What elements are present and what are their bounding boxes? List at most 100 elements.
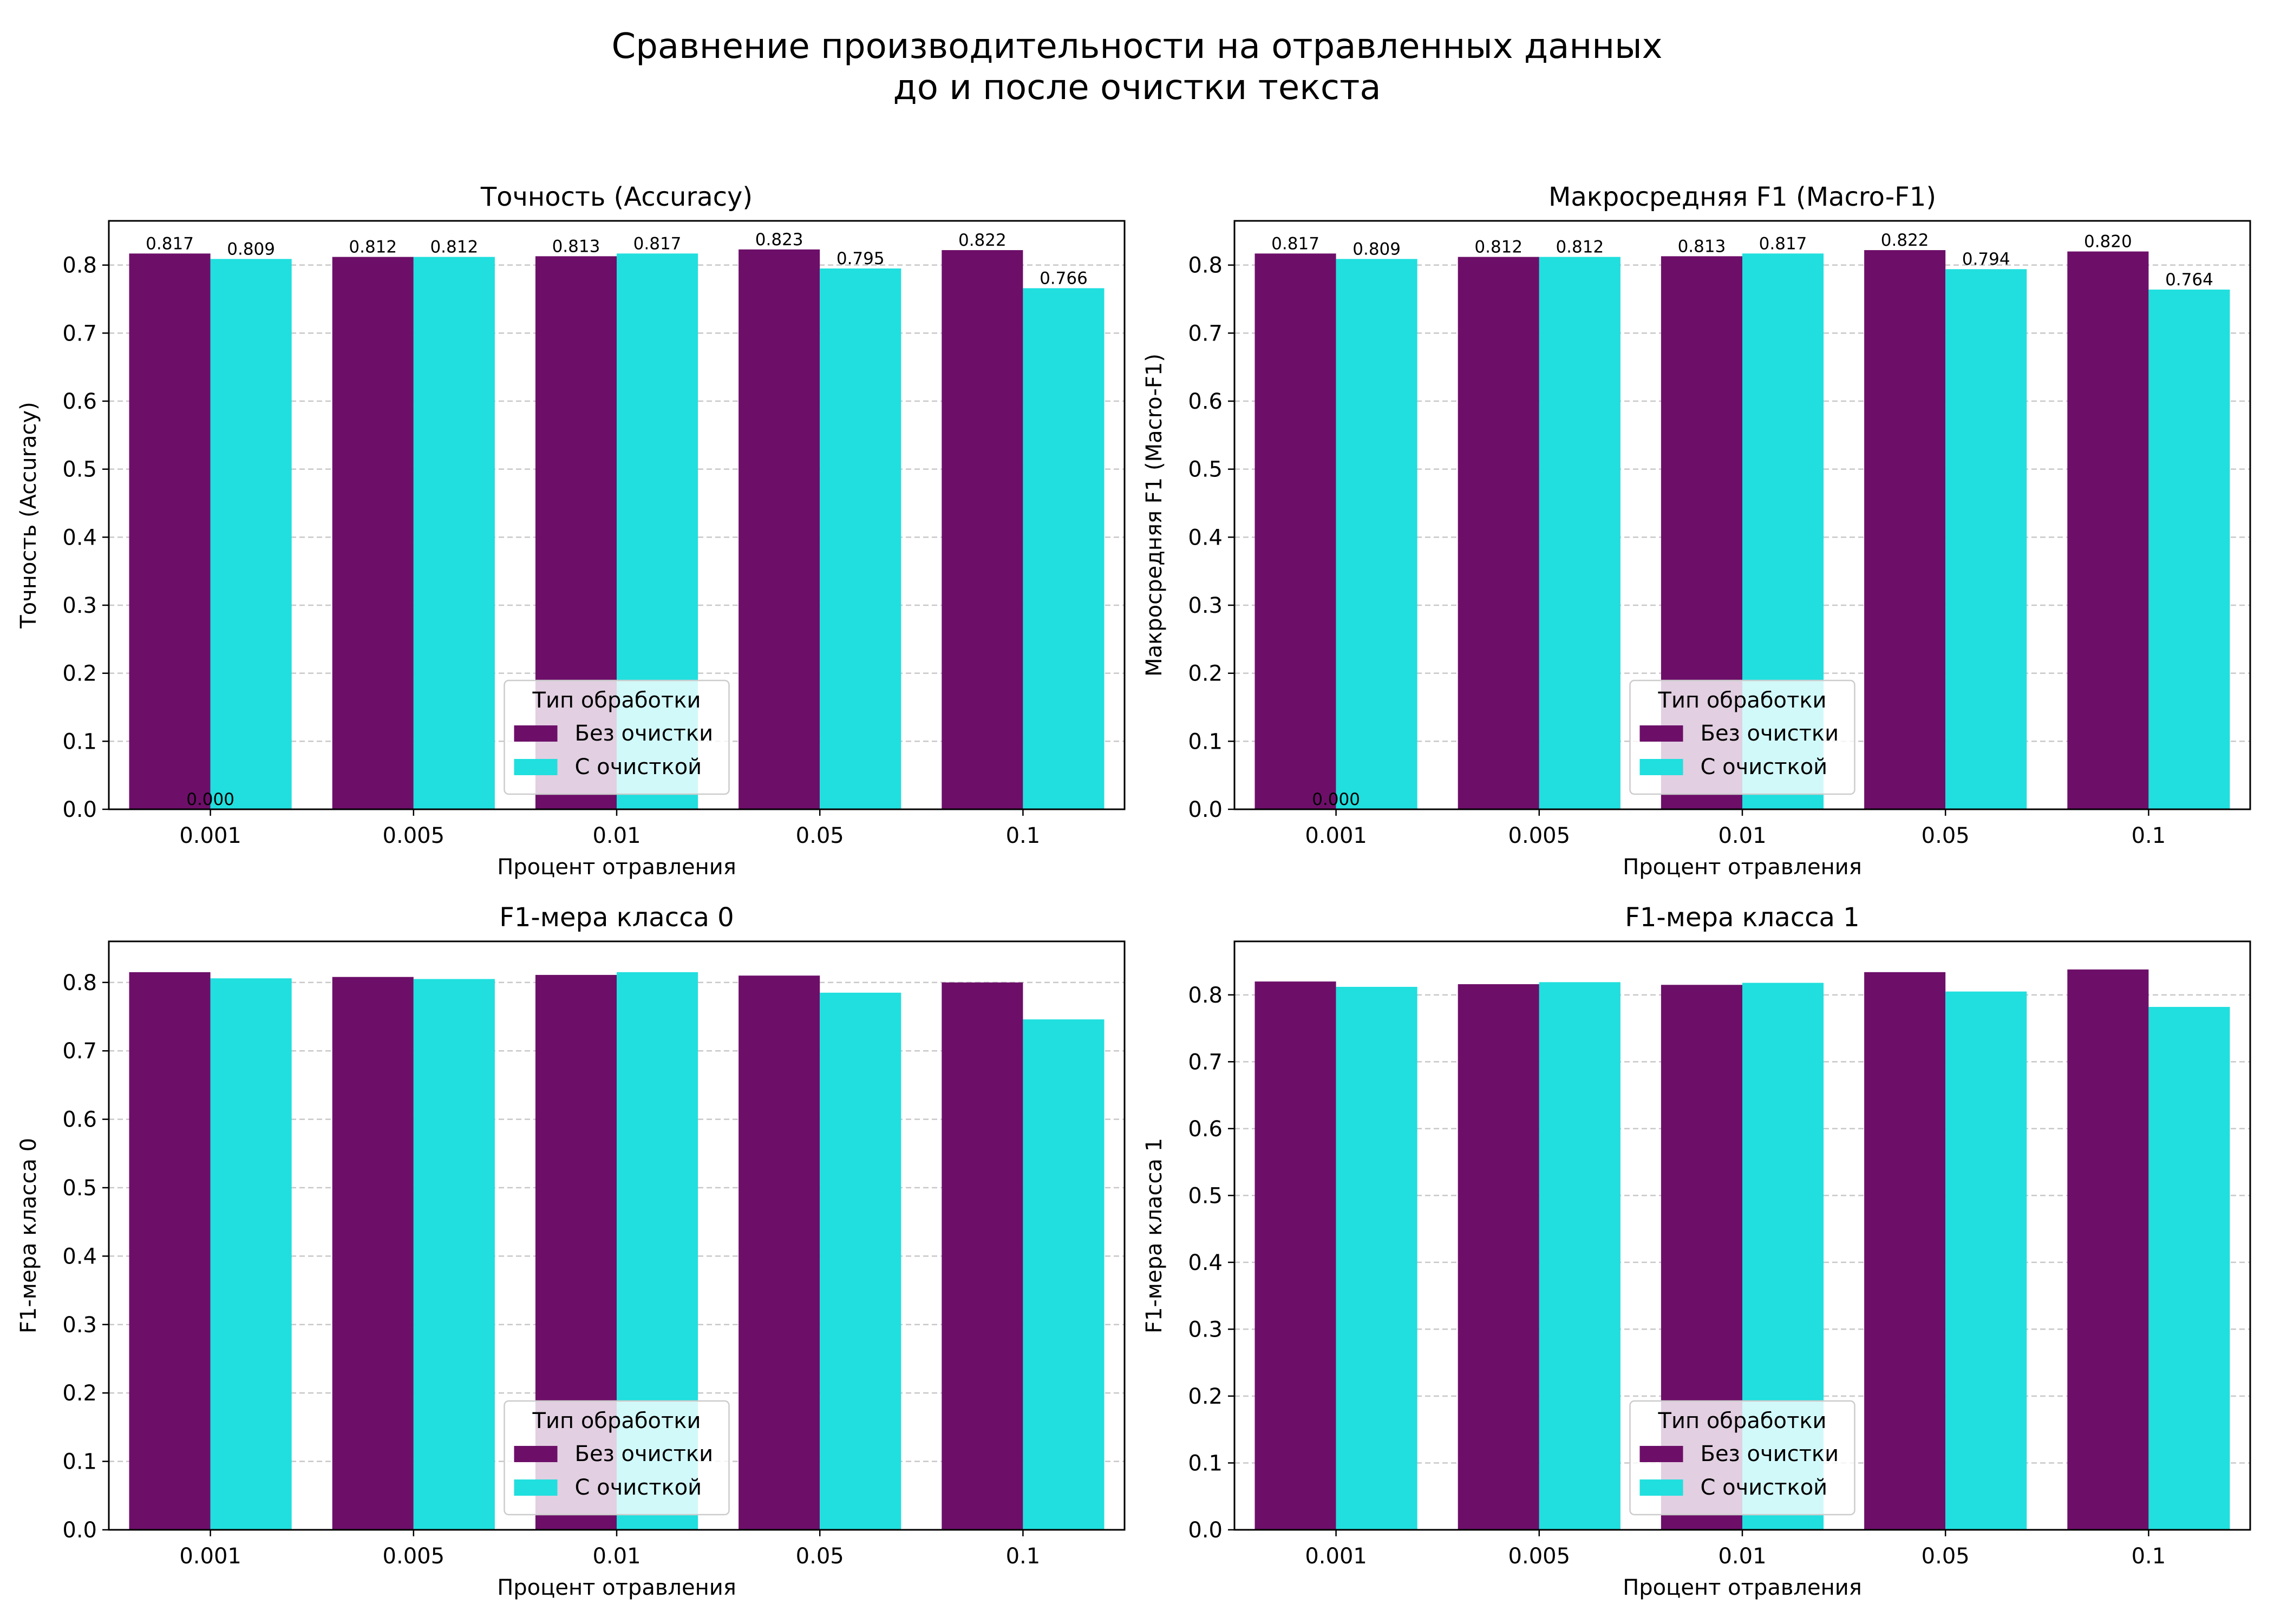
- x-tick-label: 0.01: [1718, 823, 1766, 848]
- y-tick-label: 0.8: [1188, 983, 1223, 1008]
- bar-clean: [820, 992, 901, 1530]
- bar-clean: [210, 978, 292, 1530]
- y-tick-label: 0.4: [62, 1244, 97, 1269]
- legend-swatch: [1639, 759, 1683, 775]
- legend-title: Тип обработки: [1658, 1409, 1827, 1433]
- bar-no-clean: [1458, 257, 1539, 810]
- y-tick-label: 0.4: [62, 525, 97, 550]
- chart-accuracy: 0.0 0.1 0.2 0.3 0.4 0.5 0.6 0.7 0.8 0.817 0.812 0.8…: [16, 182, 1126, 880]
- x-axis-label: Процент отравления: [497, 855, 736, 880]
- y-tick-label: 0.8: [62, 253, 97, 278]
- data-label: 0.813: [552, 237, 600, 256]
- x-tick-label: 0.05: [796, 1544, 844, 1569]
- legend-box: [1629, 1400, 1855, 1516]
- data-label: 0.820: [2084, 232, 2132, 252]
- chart-title: F1-мера класса 1: [1625, 902, 1859, 933]
- y-tick-label: 0.1: [62, 729, 97, 754]
- legend-box: [504, 679, 730, 795]
- y-tick-label: 0.5: [1188, 1183, 1223, 1208]
- y-tick-label: 0.5: [62, 1176, 97, 1201]
- x-tick-label: 0.01: [592, 823, 641, 848]
- y-tick-label: 0.0: [1188, 797, 1223, 822]
- y-axis-label: Макросредняя F1 (Macro-F1): [1142, 353, 1167, 677]
- legend-title: Тип обработки: [532, 1409, 701, 1433]
- legend-label: Без очистки: [1701, 1442, 1839, 1466]
- bar-clean: [820, 268, 901, 809]
- y-tick-label: 0.8: [62, 971, 97, 996]
- data-label: 0.817: [633, 234, 682, 253]
- x-tick-label: 0.005: [1508, 823, 1571, 848]
- bar-clean: [1945, 269, 2027, 810]
- y-axis-label: F1-мера класса 1: [1142, 1138, 1167, 1333]
- bar-no-clean: [2067, 969, 2149, 1530]
- y-tick-label: 0.0: [1188, 1518, 1223, 1543]
- y-tick-label: 0.4: [1188, 525, 1223, 550]
- bar-no-clean: [1254, 253, 1336, 809]
- y-tick-label: 0.5: [62, 457, 97, 482]
- chart-f1-class-0: 0.0 0.1 0.2 0.3 0.4 0.5 0.6 0.7 0.8 0.001 0.005 0.0…: [16, 902, 1126, 1600]
- y-axis-label: F1-мера класса 0: [16, 1138, 41, 1333]
- data-label: 0.764: [2165, 270, 2213, 290]
- x-tick-label: 0.01: [592, 1544, 641, 1569]
- y-tick-label: 0.1: [1188, 1451, 1223, 1476]
- bar-no-clean: [739, 975, 820, 1530]
- bar-no-clean: [129, 972, 211, 1530]
- y-tick-label: 0.2: [1188, 1384, 1223, 1409]
- legend-swatch: [514, 725, 558, 742]
- bar-no-clean: [1458, 984, 1539, 1530]
- data-label: 0.823: [755, 230, 803, 250]
- data-label: 0.813: [1678, 237, 1726, 256]
- y-tick-label: 0.7: [62, 321, 97, 346]
- legend-label: Без очистки: [575, 721, 714, 746]
- y-tick-label: 0.2: [1188, 662, 1223, 686]
- y-tick-label: 0.2: [62, 1381, 97, 1406]
- y-tick-label: 0.7: [1188, 321, 1223, 346]
- bar-no-clean: [332, 257, 414, 810]
- bar-no-clean: [1864, 972, 1946, 1530]
- data-label: 0.812: [430, 238, 478, 257]
- legend: Тип обработки Без очистки С очисткой: [1629, 1400, 1855, 1516]
- y-tick-label: 0.8: [1188, 253, 1223, 278]
- bar-no-clean: [1254, 981, 1336, 1530]
- y-tick-label: 0.3: [1188, 1317, 1223, 1342]
- x-tick-label: 0.01: [1718, 1544, 1766, 1569]
- bar-clean: [1336, 986, 1417, 1530]
- legend-swatch: [1639, 725, 1683, 742]
- bar-no-clean: [942, 250, 1023, 809]
- y-axis-label: Точность (Accuracy): [16, 402, 41, 629]
- annotation-label: 0.000: [186, 790, 234, 809]
- legend: Тип обработки Без очистки С очисткой: [504, 1400, 730, 1516]
- x-tick-label: 0.1: [2132, 1544, 2166, 1569]
- bar-no-clean: [332, 977, 414, 1530]
- legend-label: Без очистки: [1701, 721, 1839, 746]
- data-label: 0.822: [1881, 231, 1929, 250]
- x-tick-label: 0.005: [1508, 1544, 1571, 1569]
- x-tick-label: 0.001: [179, 823, 241, 848]
- bar-clean: [413, 257, 495, 810]
- bar-clean: [210, 259, 292, 809]
- legend-title: Тип обработки: [1658, 688, 1827, 713]
- data-label: 0.766: [1040, 269, 1088, 288]
- y-tick-label: 0.6: [1188, 389, 1223, 414]
- data-label: 0.812: [349, 238, 397, 257]
- legend-swatch: [1639, 1446, 1683, 1462]
- bar-no-clean: [942, 982, 1023, 1530]
- bar-no-clean: [1864, 250, 1946, 809]
- bar-no-clean: [2067, 251, 2149, 810]
- y-tick-label: 0.5: [1188, 457, 1223, 482]
- data-label: 0.809: [1352, 239, 1401, 259]
- data-label: 0.817: [1759, 234, 1807, 253]
- bar-clean: [1539, 257, 1620, 810]
- y-tick-label: 0.3: [62, 1313, 97, 1338]
- data-label: 0.794: [1962, 250, 2010, 269]
- data-label: 0.822: [958, 231, 1007, 250]
- y-tick-label: 0.1: [1188, 729, 1223, 754]
- bar-clean: [1336, 259, 1417, 809]
- y-tick-label: 0.3: [1188, 593, 1223, 618]
- y-tick-label: 0.1: [62, 1450, 97, 1475]
- legend-swatch: [514, 759, 558, 775]
- chart-macro-f1: 0.0 0.1 0.2 0.3 0.4 0.5 0.6 0.7 0.8 0.817 0.812 0.8…: [1142, 182, 2251, 880]
- y-tick-label: 0.6: [62, 1108, 97, 1132]
- legend-label: С очисткой: [575, 1475, 702, 1500]
- x-tick-label: 0.005: [383, 823, 445, 848]
